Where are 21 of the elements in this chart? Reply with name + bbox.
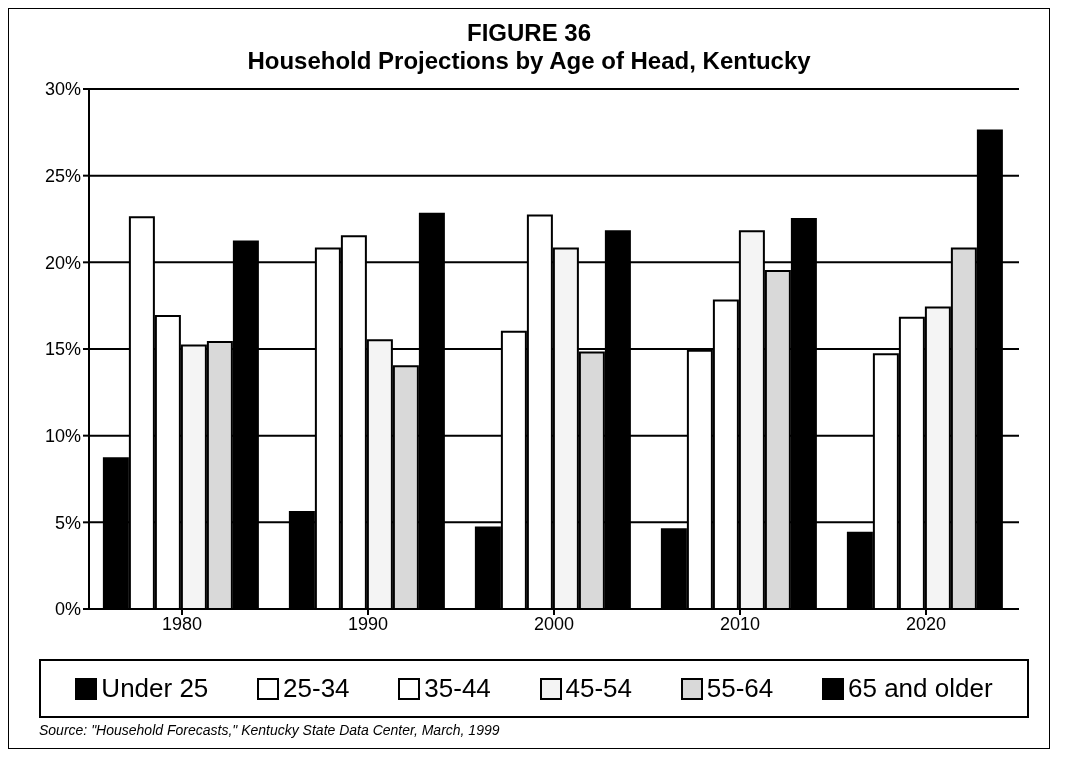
x-tick-label: 2000 <box>533 613 575 634</box>
x-tick-label: 1980 <box>161 613 203 634</box>
legend-label: 65 and older <box>848 673 993 704</box>
legend-label: 35-44 <box>424 673 491 704</box>
legend-label: 25-34 <box>283 673 350 704</box>
y-tick-label: 0% <box>54 599 81 620</box>
x-tick-label: 1990 <box>347 613 389 634</box>
y-tick-label: 20% <box>44 252 81 273</box>
y-tick-label: 30% <box>44 79 81 100</box>
y-tick-label: 15% <box>44 339 81 360</box>
legend-label: 45-54 <box>565 673 633 704</box>
legend-label: Under 25 <box>101 673 209 704</box>
y-tick-label: 25% <box>44 166 81 187</box>
x-tick-label: 2010 <box>719 613 761 634</box>
source-note: Source: "Household Forecasts," Kentucky State Data Center, March, 1999 <box>38 722 501 738</box>
chart-title: FIGURE 36 <box>466 19 592 47</box>
chart-subtitle: Household Projections by Age of Head, Kentucky <box>246 47 812 75</box>
y-tick-label: 10% <box>44 426 81 447</box>
y-tick-label: 5% <box>54 512 81 533</box>
legend-label: 55-64 <box>706 673 774 704</box>
x-tick-label: 2020 <box>905 613 947 634</box>
